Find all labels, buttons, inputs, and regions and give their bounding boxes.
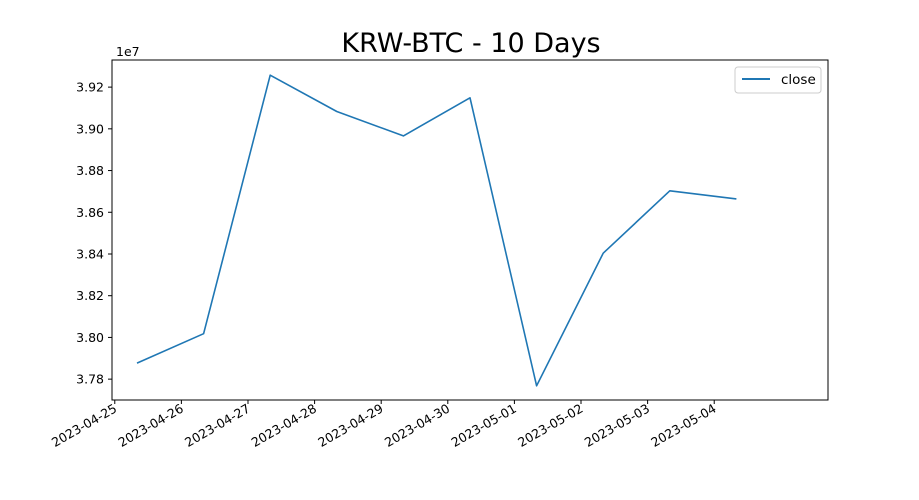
y-tick-label: 3.86 xyxy=(76,205,104,220)
x-tick-label: 2023-05-02 xyxy=(515,401,585,450)
legend-box xyxy=(734,66,822,94)
x-tick-label: 2023-04-29 xyxy=(315,401,385,450)
series-line-close xyxy=(136,74,737,387)
y-tick-label: 3.80 xyxy=(76,330,104,345)
y-tick-label: 3.90 xyxy=(76,121,104,136)
y-tick-label: 3.78 xyxy=(76,372,104,387)
x-tick-label: 2023-04-28 xyxy=(249,401,319,450)
x-tick-label: 2023-04-30 xyxy=(382,401,452,450)
x-tick-label: 2023-04-26 xyxy=(115,401,185,450)
chart-title: KRW-BTC - 10 Days xyxy=(341,28,600,59)
legend-label-close: close xyxy=(781,72,816,88)
y-tick-label: 3.84 xyxy=(76,246,104,261)
x-tick-label: 2023-04-27 xyxy=(182,401,252,450)
y-scale-label: 1e7 xyxy=(116,44,140,59)
plot-area: 3.78 3.80 3.82 3.84 3.86 3.88 3.90 3.92 2023-04-… xyxy=(49,59,829,450)
x-tick-label: 2023-04-25 xyxy=(49,401,119,450)
x-tick-label: 2023-05-01 xyxy=(448,401,518,450)
x-tick-label: 2023-05-04 xyxy=(648,401,718,450)
y-tick-label: 3.92 xyxy=(76,80,104,95)
axes-frame xyxy=(111,59,829,401)
y-tick-label: 3.82 xyxy=(76,288,104,303)
y-tick-label: 3.88 xyxy=(76,163,104,178)
x-tick-label: 2023-05-03 xyxy=(582,401,652,450)
legend: close xyxy=(734,66,822,94)
